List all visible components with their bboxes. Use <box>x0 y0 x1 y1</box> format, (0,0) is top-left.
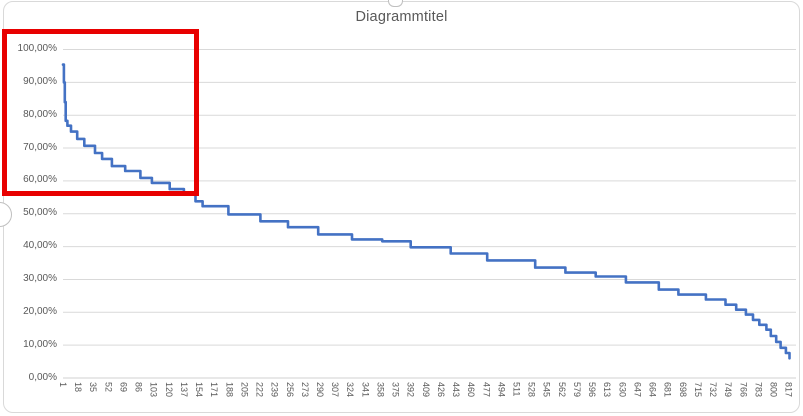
x-axis-tick-label: 18 <box>73 382 84 393</box>
x-axis-tick-label: 205 <box>239 382 250 398</box>
y-axis-tick-label: 30,00% <box>23 272 57 284</box>
x-axis-tick-label: 324 <box>345 382 356 398</box>
x-axis-tick-label: 273 <box>299 382 310 398</box>
x-axis-tick-label: 477 <box>481 382 492 398</box>
y-axis-tick-label: 0,00% <box>28 371 57 383</box>
y-axis-tick-label: 90,00% <box>23 75 57 87</box>
chart-title[interactable]: Diagrammtitel <box>355 9 448 25</box>
x-axis-tick-label: 783 <box>753 382 764 398</box>
x-axis-tick-label: 681 <box>662 382 673 398</box>
x-axis-tick-label: 562 <box>556 382 567 398</box>
y-axis-tick-label: 80,00% <box>23 108 57 120</box>
x-axis-tick-label: 307 <box>330 382 341 398</box>
x-axis-tick-label: 579 <box>571 382 582 398</box>
x-axis-tick-label: 375 <box>390 382 401 398</box>
x-axis-tick-label: 715 <box>692 382 703 398</box>
x-axis-tick-label: 154 <box>194 382 205 398</box>
y-axis-tick-label: 100,00% <box>17 43 57 54</box>
x-axis-tick-label: 443 <box>451 382 462 398</box>
x-axis-tick-label: 732 <box>708 382 719 398</box>
x-axis-tick-label: 630 <box>617 382 628 398</box>
x-axis-tick-label: 409 <box>420 382 431 398</box>
x-axis-tick-label: 494 <box>496 382 507 398</box>
x-axis-tick-label: 511 <box>511 382 522 397</box>
x-axis-tick-label: 69 <box>118 382 129 393</box>
x-axis-tick-label: 341 <box>360 382 371 398</box>
x-axis-tick-label: 188 <box>224 382 235 398</box>
x-axis-tick-label: 800 <box>768 382 779 398</box>
y-axis-tick-label: 10,00% <box>23 338 57 350</box>
x-axis-tick-label: 171 <box>209 382 220 398</box>
x-axis-tick-label: 664 <box>647 382 658 398</box>
x-axis-tick-label: 1 <box>58 382 68 388</box>
x-axis-tick-label: 460 <box>466 382 477 398</box>
x-axis-tick-label: 239 <box>269 382 280 398</box>
x-axis-tick-label: 52 <box>103 382 114 393</box>
y-axis-tick-label: 20,00% <box>23 305 57 317</box>
x-axis-tick-label: 545 <box>541 382 552 398</box>
x-axis-tick-label: 426 <box>435 382 446 398</box>
x-axis-tick-label: 698 <box>677 382 688 398</box>
x-axis-tick-label: 222 <box>254 382 265 398</box>
x-axis-tick-label: 137 <box>178 382 189 398</box>
x-axis-tick-label: 86 <box>133 382 144 393</box>
y-axis-tick-label: 60,00% <box>23 174 57 186</box>
x-axis-tick-label: 766 <box>738 382 749 398</box>
x-axis-tick-label: 528 <box>526 382 537 398</box>
y-axis-tick-label: 40,00% <box>23 240 57 252</box>
x-axis-tick-label: 596 <box>587 382 598 398</box>
x-axis-tick-label: 817 <box>783 382 794 398</box>
x-axis-tick-label: 35 <box>88 382 99 393</box>
x-axis-tick-label: 613 <box>602 382 613 398</box>
x-axis-tick-label: 749 <box>723 382 734 398</box>
x-axis-tick-label: 290 <box>314 382 325 398</box>
x-axis-tick-label: 647 <box>632 382 643 398</box>
y-axis-tick-label: 50,00% <box>23 207 57 219</box>
y-axis-tick-label: 70,00% <box>23 141 57 153</box>
x-axis-tick-label: 256 <box>284 382 295 398</box>
x-axis-tick-label: 120 <box>163 382 174 398</box>
data-series-line[interactable] <box>61 63 791 360</box>
annotation-rectangle <box>2 29 199 196</box>
x-axis-tick-label: 358 <box>375 382 386 398</box>
x-axis-tick-label: 103 <box>148 382 159 398</box>
x-axis-tick-label: 392 <box>405 382 416 398</box>
